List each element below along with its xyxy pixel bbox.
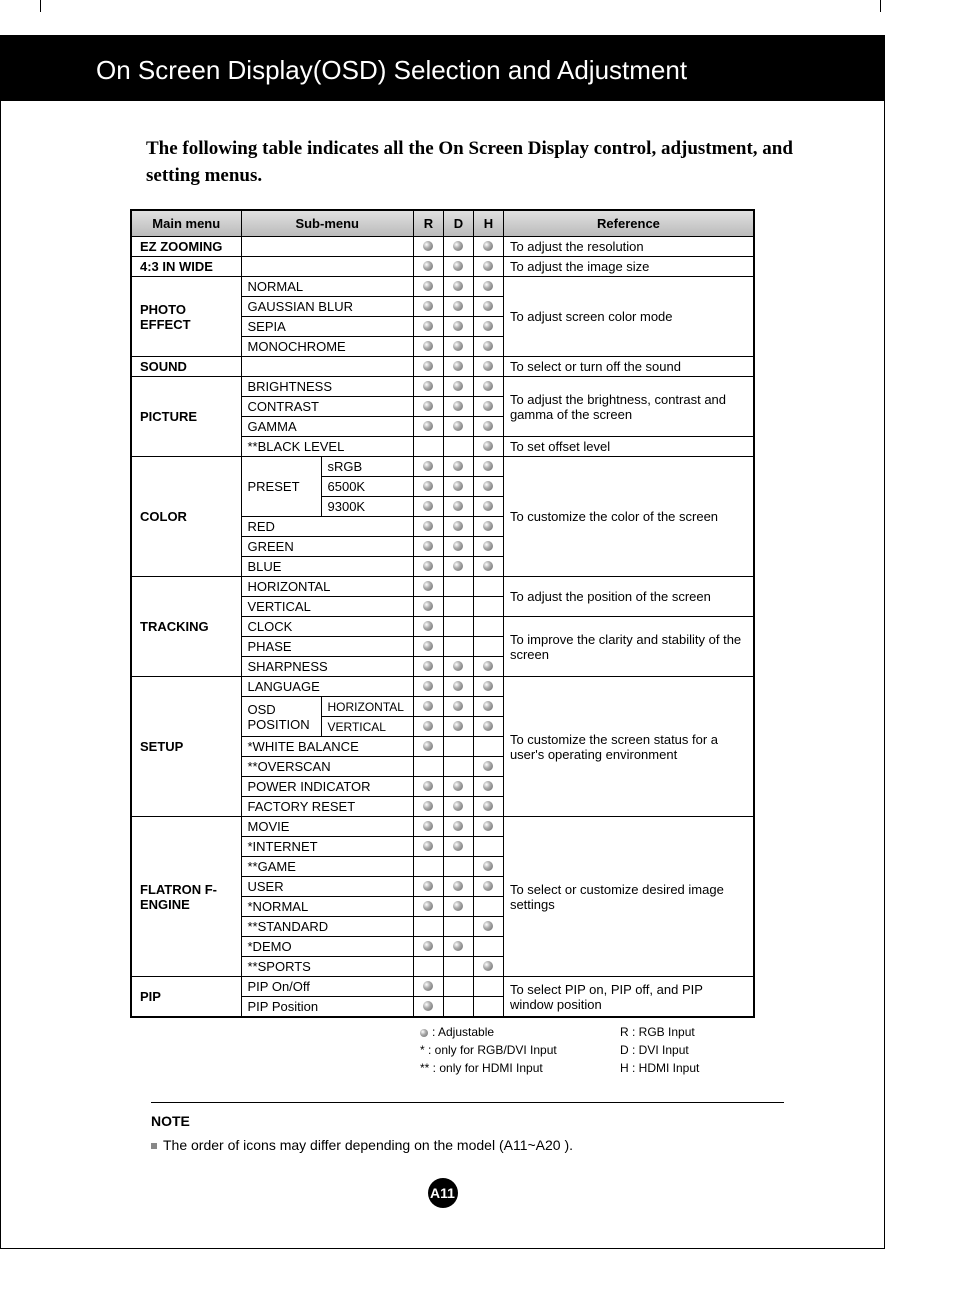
legend-d: D : DVI Input <box>620 1041 755 1059</box>
osd-table: Main menu Sub-menu R D H Reference EZ ZO… <box>130 209 755 1018</box>
dot-icon <box>420 1029 428 1037</box>
dot-icon <box>423 241 433 251</box>
table-row: TRACKING HORIZONTAL To adjust the positi… <box>131 577 754 597</box>
dot-icon <box>483 241 493 251</box>
table-row: PHOTO EFFECT NORMAL To adjust screen col… <box>131 277 754 297</box>
col-main: Main menu <box>131 210 241 237</box>
cell-ref: To adjust the resolution <box>503 237 754 257</box>
cell-ref: To adjust screen color mode <box>503 277 754 357</box>
note-title: NOTE <box>151 1113 784 1129</box>
page-number-badge: A11 <box>428 1178 458 1208</box>
page-frame: On Screen Display(OSD) Selection and Adj… <box>0 35 885 1249</box>
col-h: H <box>473 210 503 237</box>
col-r: R <box>413 210 443 237</box>
legend: : Adjustable * : only for RGB/DVI Input … <box>130 1023 755 1077</box>
legend-star: * : only for RGB/DVI Input <box>420 1041 620 1059</box>
note-section: NOTE The order of icons may differ depen… <box>151 1102 784 1153</box>
dot-icon <box>453 241 463 251</box>
table-row: FLATRON F-ENGINE MOVIE To select or cust… <box>131 817 754 837</box>
legend-r: R : RGB Input <box>620 1023 755 1041</box>
table-row: SOUND To select or turn off the sound <box>131 357 754 377</box>
bullet-icon <box>151 1143 157 1149</box>
section-header: On Screen Display(OSD) Selection and Adj… <box>1 35 885 101</box>
cell-main: EZ ZOOMING <box>131 237 241 257</box>
note-text: The order of icons may differ depending … <box>151 1137 784 1153</box>
legend-dstar: ** : only for HDMI Input <box>420 1059 620 1077</box>
legend-adjustable: : Adjustable <box>420 1023 620 1041</box>
cell-main: PHOTO EFFECT <box>131 277 241 357</box>
table-header-row: Main menu Sub-menu R D H Reference <box>131 210 754 237</box>
cell-main: 4:3 IN WIDE <box>131 257 241 277</box>
table-row: PIP PIP On/Off To select PIP on, PIP off… <box>131 977 754 997</box>
table-row: SETUP LANGUAGE To customize the screen s… <box>131 677 754 697</box>
page-number: A11 <box>1 1178 884 1208</box>
table-row: COLOR PRESET sRGB To customize the color… <box>131 457 754 477</box>
col-d: D <box>443 210 473 237</box>
col-sub: Sub-menu <box>241 210 413 237</box>
table-row: 4:3 IN WIDE To adjust the image size <box>131 257 754 277</box>
intro-text: The following table indicates all the On… <box>1 101 884 209</box>
table-row: EZ ZOOMING To adjust the resolution <box>131 237 754 257</box>
cell-sub: NORMAL <box>241 277 413 297</box>
cell-ref: To adjust the image size <box>503 257 754 277</box>
col-ref: Reference <box>503 210 754 237</box>
legend-h: H : HDMI Input <box>620 1059 755 1077</box>
table-row: PICTURE BRIGHTNESS To adjust the brightn… <box>131 377 754 397</box>
